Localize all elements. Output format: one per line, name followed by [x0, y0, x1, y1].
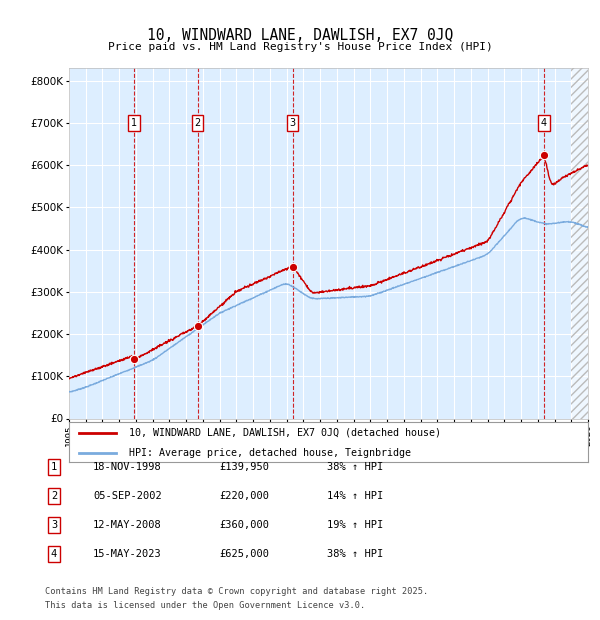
Text: 4: 4 — [51, 549, 57, 559]
Text: 3: 3 — [51, 520, 57, 530]
Text: 1: 1 — [131, 118, 137, 128]
Text: Contains HM Land Registry data © Crown copyright and database right 2025.: Contains HM Land Registry data © Crown c… — [45, 587, 428, 596]
Text: 3: 3 — [290, 118, 296, 128]
Text: 18-NOV-1998: 18-NOV-1998 — [93, 462, 162, 472]
Text: 15-MAY-2023: 15-MAY-2023 — [93, 549, 162, 559]
Text: 4: 4 — [541, 118, 547, 128]
Text: £625,000: £625,000 — [219, 549, 269, 559]
Text: 2: 2 — [51, 491, 57, 501]
Text: 10, WINDWARD LANE, DAWLISH, EX7 0JQ (detached house): 10, WINDWARD LANE, DAWLISH, EX7 0JQ (det… — [128, 428, 440, 438]
Text: 14% ↑ HPI: 14% ↑ HPI — [327, 491, 383, 501]
Text: £360,000: £360,000 — [219, 520, 269, 530]
Text: £220,000: £220,000 — [219, 491, 269, 501]
Text: 1: 1 — [51, 462, 57, 472]
Text: 05-SEP-2002: 05-SEP-2002 — [93, 491, 162, 501]
Text: 38% ↑ HPI: 38% ↑ HPI — [327, 462, 383, 472]
Text: 19% ↑ HPI: 19% ↑ HPI — [327, 520, 383, 530]
Text: Price paid vs. HM Land Registry's House Price Index (HPI): Price paid vs. HM Land Registry's House … — [107, 42, 493, 52]
Text: 12-MAY-2008: 12-MAY-2008 — [93, 520, 162, 530]
Text: £139,950: £139,950 — [219, 462, 269, 472]
Text: 2: 2 — [194, 118, 201, 128]
Text: HPI: Average price, detached house, Teignbridge: HPI: Average price, detached house, Teig… — [128, 448, 410, 458]
Text: 10, WINDWARD LANE, DAWLISH, EX7 0JQ: 10, WINDWARD LANE, DAWLISH, EX7 0JQ — [147, 28, 453, 43]
Text: 38% ↑ HPI: 38% ↑ HPI — [327, 549, 383, 559]
Text: This data is licensed under the Open Government Licence v3.0.: This data is licensed under the Open Gov… — [45, 601, 365, 610]
